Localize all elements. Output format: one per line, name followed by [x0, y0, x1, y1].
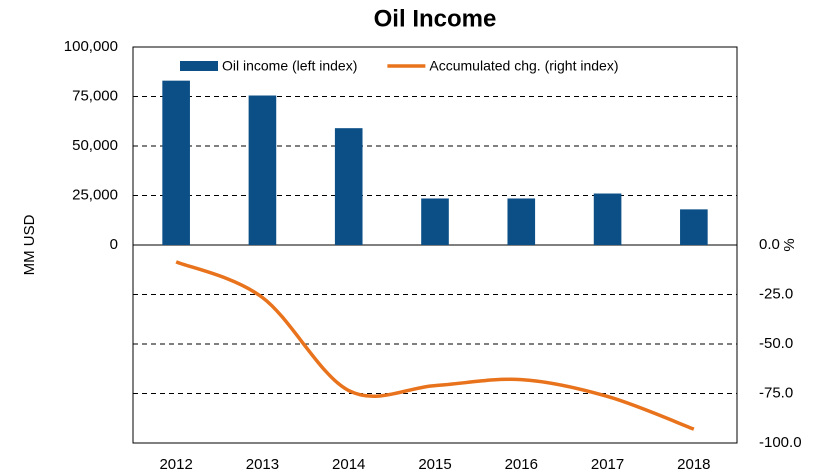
- y2-axis-label: %: [781, 238, 798, 251]
- y-axis-label: MM USD: [21, 214, 38, 275]
- x-tick-label: 2012: [159, 456, 192, 473]
- bar: [162, 80, 190, 245]
- y-tick-label: 0: [110, 236, 118, 253]
- bar: [680, 209, 708, 245]
- y2-tick-label: -100.0: [759, 434, 802, 451]
- x-tick-label: 2013: [246, 456, 279, 473]
- x-tick-label: 2016: [505, 456, 538, 473]
- bar: [507, 198, 536, 245]
- legend-label: Oil income (left index): [222, 58, 357, 74]
- x-tick-label: 2017: [591, 456, 624, 473]
- bar: [248, 95, 277, 245]
- x-tick-label: 2015: [418, 456, 451, 473]
- bar: [334, 128, 363, 245]
- x-tick-label: 2014: [332, 456, 365, 473]
- y2-tick-label: -50.0: [759, 335, 793, 352]
- y-tick-label: 50,000: [72, 137, 118, 154]
- y-tick-label: 75,000: [72, 87, 118, 104]
- y2-tick-label: -75.0: [759, 384, 793, 401]
- y-tick-label: 25,000: [72, 186, 118, 203]
- y2-tick-label: 0.0: [759, 236, 780, 253]
- legend-label: Accumulated chg. (right index): [429, 58, 618, 74]
- y2-tick-label: -25.0: [759, 285, 793, 302]
- bar: [421, 198, 449, 245]
- bar: [593, 193, 622, 245]
- x-tick-label: 2018: [677, 456, 710, 473]
- legend-swatch: [180, 61, 218, 71]
- line: [175, 260, 695, 431]
- chart-title: Oil Income: [374, 5, 497, 32]
- y-tick-label: 100,000: [64, 38, 118, 55]
